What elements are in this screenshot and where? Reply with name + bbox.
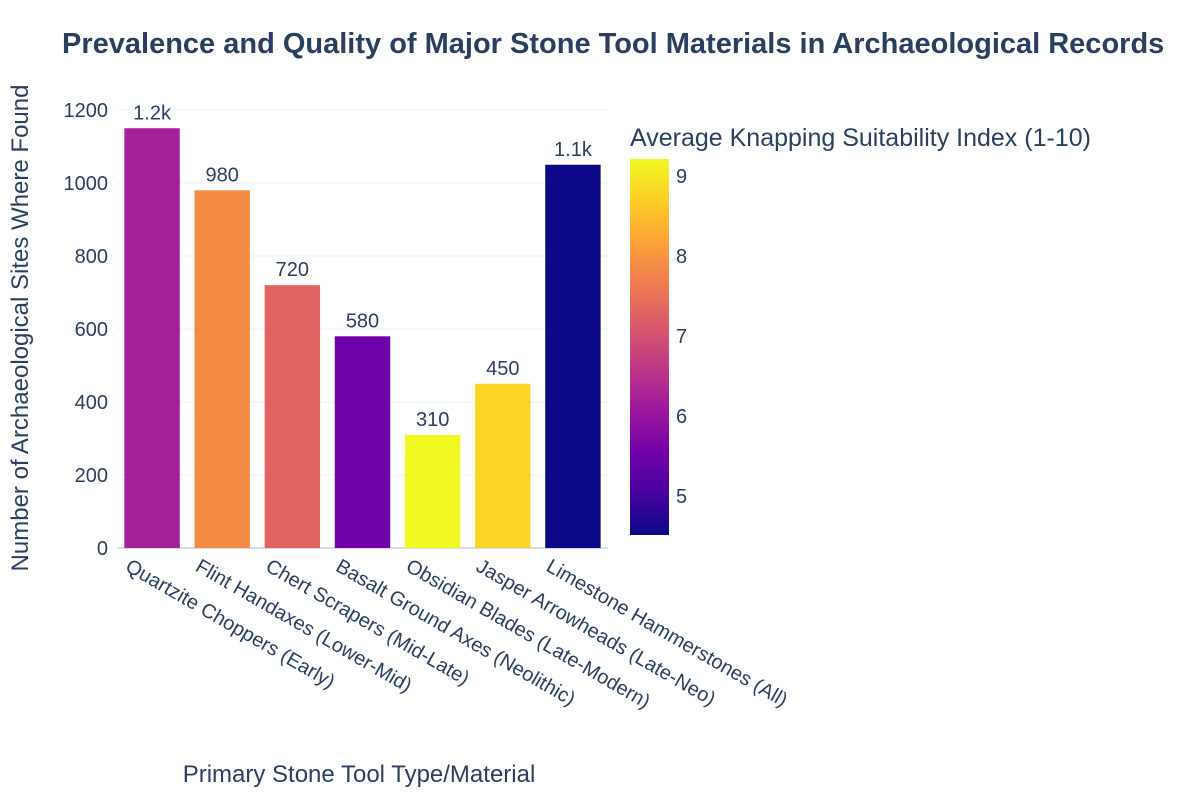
bar-value-label: 450 [486,358,519,380]
colorbar-tick-label: 5 [676,486,687,508]
y-tick-label: 1000 [64,173,109,195]
y-tick-label: 1200 [64,100,109,122]
y-tick-label: 800 [75,246,108,268]
bar [194,190,250,549]
colorbar-ticks: 5 6 7 8 9 [676,166,687,508]
bar-value-label: 1.1k [554,139,593,161]
chart-title: Prevalence and Quality of Major Stone To… [62,28,1164,60]
colorbar-tick-label: 7 [676,326,687,348]
colorbar-title: Average Knapping Suitability Index (1-10… [630,124,1091,152]
bar-value-labels: 1.2k 980 720 580 310 450 1.1k [133,102,593,431]
y-tick-label: 600 [75,319,108,341]
bar-value-label: 310 [416,409,449,431]
y-tick-label: 400 [75,392,108,414]
bar-value-label: 1.2k [133,102,172,124]
colorbar-tick-label: 9 [676,166,687,188]
bar-value-label: 720 [276,259,309,281]
x-axis-title: Primary Stone Tool Type/Material [183,761,536,788]
bar [264,285,321,548]
bar [545,164,601,548]
bar [334,336,391,548]
bar [404,434,461,548]
y-tick-label: 200 [75,465,108,487]
y-axis-title: Number of Archaeological Sites Where Fou… [7,85,34,572]
bar [124,128,180,548]
bar [475,383,531,548]
colorbar-gradient [630,159,669,535]
bars [124,128,601,549]
bar-value-label: 580 [346,310,379,332]
bar-value-label: 980 [206,164,239,186]
y-axis-ticks: 0 200 400 600 800 1000 1200 [64,100,109,560]
colorbar-tick-label: 6 [676,406,687,428]
x-axis-ticks: Quartzite Choppers (Early)Flint Handaxes… [122,555,792,713]
colorbar-tick-label: 8 [676,246,687,268]
y-tick-label: 0 [97,538,108,560]
